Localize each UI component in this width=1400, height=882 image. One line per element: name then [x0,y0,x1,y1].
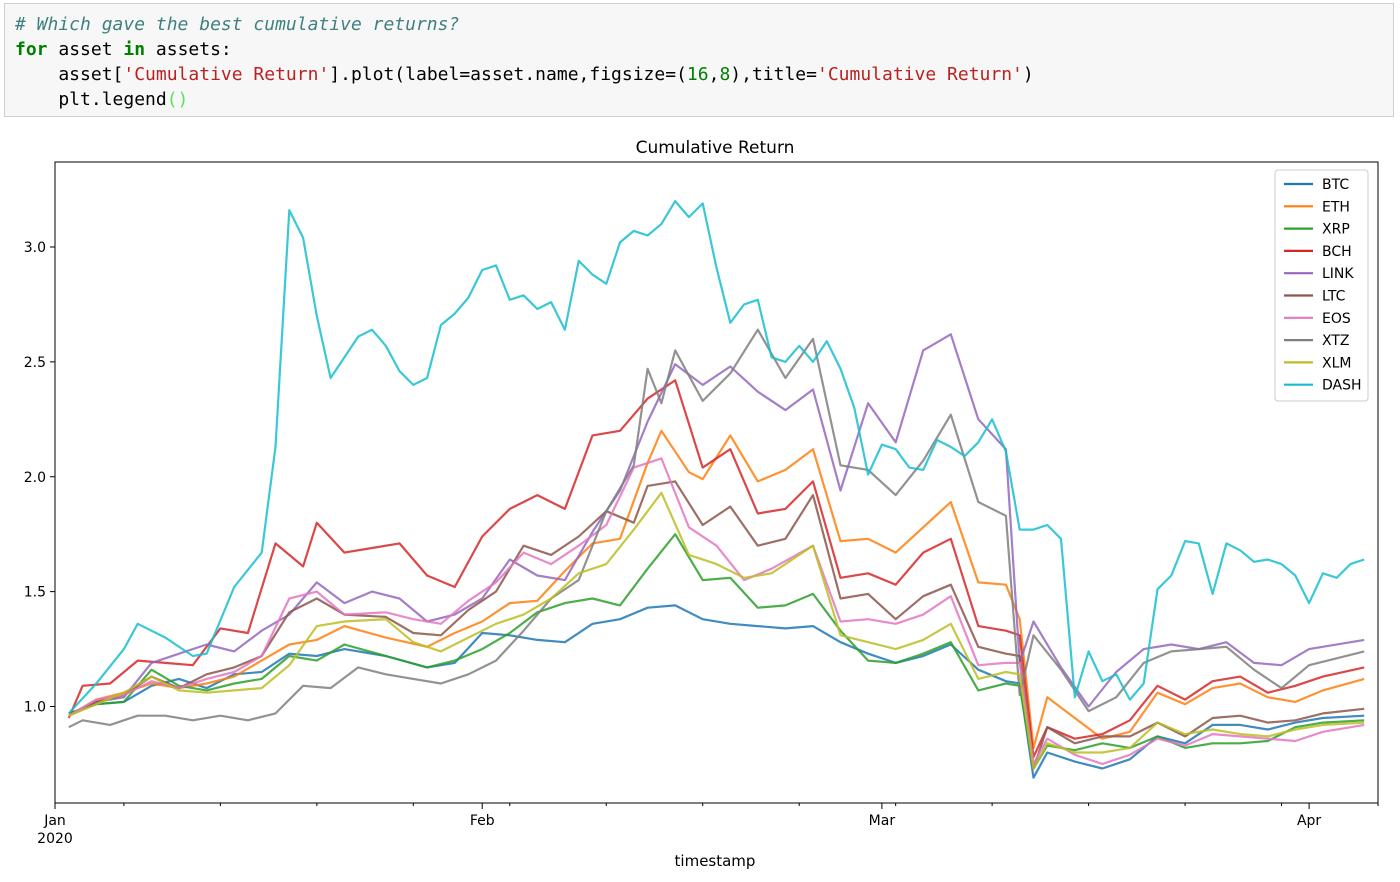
series-line-dash [67,199,1365,715]
series-line-bch [67,379,1365,759]
legend-label: LINK [1322,266,1354,282]
code-token: 8 [719,64,731,85]
series-line-xtz [68,328,1365,729]
legend-label: XRP [1322,222,1350,238]
code-token: ) [1022,64,1034,85]
chart-title: Cumulative Return [636,138,795,158]
series-line-xrp [68,533,1365,770]
code-token: plt.legend [15,89,167,110]
code-token: ),title= [730,64,817,85]
y-tick-label: 1.5 [24,585,46,601]
code-token: asset[ [15,64,124,85]
y-axis: 1.0 1.5 2.0 2.5 3.0 [24,240,55,716]
code-token: 16 [686,64,709,85]
x-tick-label: Jan [43,813,66,829]
y-tick-label: 2.0 [24,470,46,486]
code-token: () [166,89,189,110]
y-tick-label: 2.5 [24,355,46,371]
x-tick-sublabel: 2020 [37,831,73,847]
x-tick-label: Apr [1297,813,1321,829]
x-tick-label: Feb [470,813,495,829]
code-line: asset['Cumulative Return'].plot(label=as… [15,62,1393,87]
plot-area-frame [54,161,1379,804]
series-layer [67,199,1365,779]
series-line-eos [68,457,1365,766]
series-line-eth [68,429,1365,750]
cumulative-return-chart: Cumulative Return 1.0 1.5 2.0 2.5 3.0 Jan 202… [24,138,1379,870]
x-axis-label: timestamp [675,852,756,870]
code-line: for asset in assets: [15,37,1393,62]
legend-label: BTC [1322,177,1349,193]
code-token: 'Cumulative Return' [816,64,1023,85]
code-token: assets: [145,39,232,60]
series-line-xlm [68,491,1365,770]
legend-label: LTC [1322,289,1346,305]
y-tick-label: 1.0 [24,700,46,716]
code-line: plt.legend() [15,87,1393,112]
code-line: # Which gave the best cumulative returns… [15,12,1393,37]
legend-label: EOS [1322,311,1351,327]
legend: BTC ETH XRP BCH LINK LTC EOS XTZ XLM DASH [1274,169,1369,402]
x-tick-label: Mar [869,813,896,829]
series-line-link [68,333,1365,717]
code-token: # Which gave the best cumulative returns… [15,14,460,35]
code-token: asset [47,39,124,60]
legend-label: BCH [1322,244,1352,260]
legend-label: ETH [1322,199,1350,215]
code-token: 'Cumulative Return' [123,64,330,85]
legend-label: XTZ [1322,333,1350,349]
series-line-btc [68,604,1365,779]
y-tick-label: 3.0 [24,240,46,256]
code-token: for [15,39,48,60]
series-line-ltc [68,480,1365,770]
code-token: in [123,39,146,60]
x-axis: Jan 2020 Feb Mar Apr [37,803,1379,847]
code-token: ].plot(label=asset.name,figsize=( [329,64,687,85]
code-token: , [708,64,720,85]
code-cell[interactable]: # Which gave the best cumulative returns… [4,3,1394,117]
legend-label: XLM [1322,355,1351,371]
legend-label: DASH [1322,378,1362,394]
